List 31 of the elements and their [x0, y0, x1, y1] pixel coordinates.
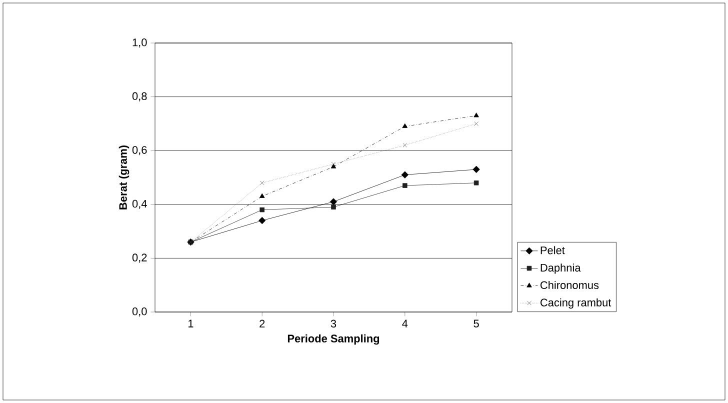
point — [474, 180, 479, 186]
x-axis-title: Periode Sampling — [288, 334, 380, 345]
y-tick-label: 0,6 — [132, 146, 147, 156]
legend-label: Daphnia — [540, 264, 581, 274]
point — [402, 143, 408, 148]
y-axis-title: Berat (gram) — [118, 145, 130, 210]
y-tick-label: 0,8 — [132, 92, 147, 102]
x-tick-label: 5 — [474, 320, 479, 328]
point — [260, 207, 264, 212]
y-tick-label: 0,2 — [132, 254, 147, 263]
y-tick-label: 0,0 — [132, 307, 147, 317]
point — [258, 216, 266, 224]
y-tick-label: 1,0 — [132, 38, 147, 48]
point — [474, 122, 478, 126]
legend-label: Pelet — [540, 246, 565, 254]
point — [259, 193, 265, 198]
x-tick-label: 3 — [330, 320, 336, 328]
point — [260, 180, 264, 186]
x-tick-label: 4 — [402, 320, 408, 328]
legend-label: Cacing rambut — [540, 298, 612, 309]
point — [472, 166, 480, 174]
point — [474, 112, 479, 118]
point — [330, 198, 338, 206]
y-tick-label: 0,4 — [132, 200, 147, 209]
point — [401, 171, 408, 178]
legend-label: Chironomus — [540, 280, 599, 290]
point — [402, 183, 408, 188]
x-tick-label: 2 — [260, 320, 265, 328]
point — [402, 123, 408, 128]
point — [331, 204, 336, 210]
x-tick-label: 1 — [188, 320, 194, 328]
